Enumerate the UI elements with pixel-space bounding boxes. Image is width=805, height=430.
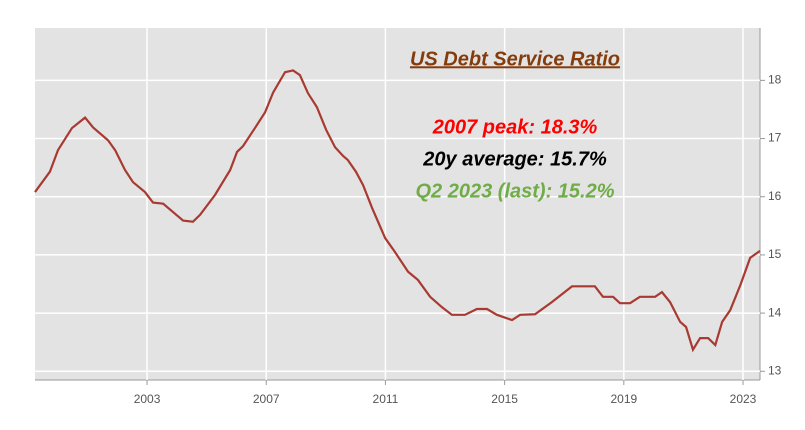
chart-title: US Debt Service Ratio (410, 48, 620, 70)
y-tick-label: 16 (768, 189, 782, 203)
y-tick-label: 14 (768, 305, 782, 319)
plot-area (35, 28, 760, 380)
y-tick-label: 17 (768, 131, 782, 145)
x-tick-label: 2007 (253, 392, 280, 406)
x-tick-label: 2011 (373, 392, 399, 406)
y-tick-label: 18 (768, 73, 782, 87)
x-tick-label: 2015 (491, 392, 518, 406)
data-line (34, 69, 761, 353)
x-tick-label: 2003 (134, 392, 161, 406)
annotation: 2007 peak: 18.3% (432, 116, 598, 138)
y-tick-label: 15 (768, 247, 782, 261)
x-tick-label: 2019 (610, 392, 637, 406)
annotation: 20y average: 15.7% (422, 148, 607, 170)
y-tick-label: 13 (768, 363, 782, 377)
x-tick-label: 2023 (730, 392, 757, 406)
annotation: Q2 2023 (last): 15.2% (416, 180, 615, 202)
